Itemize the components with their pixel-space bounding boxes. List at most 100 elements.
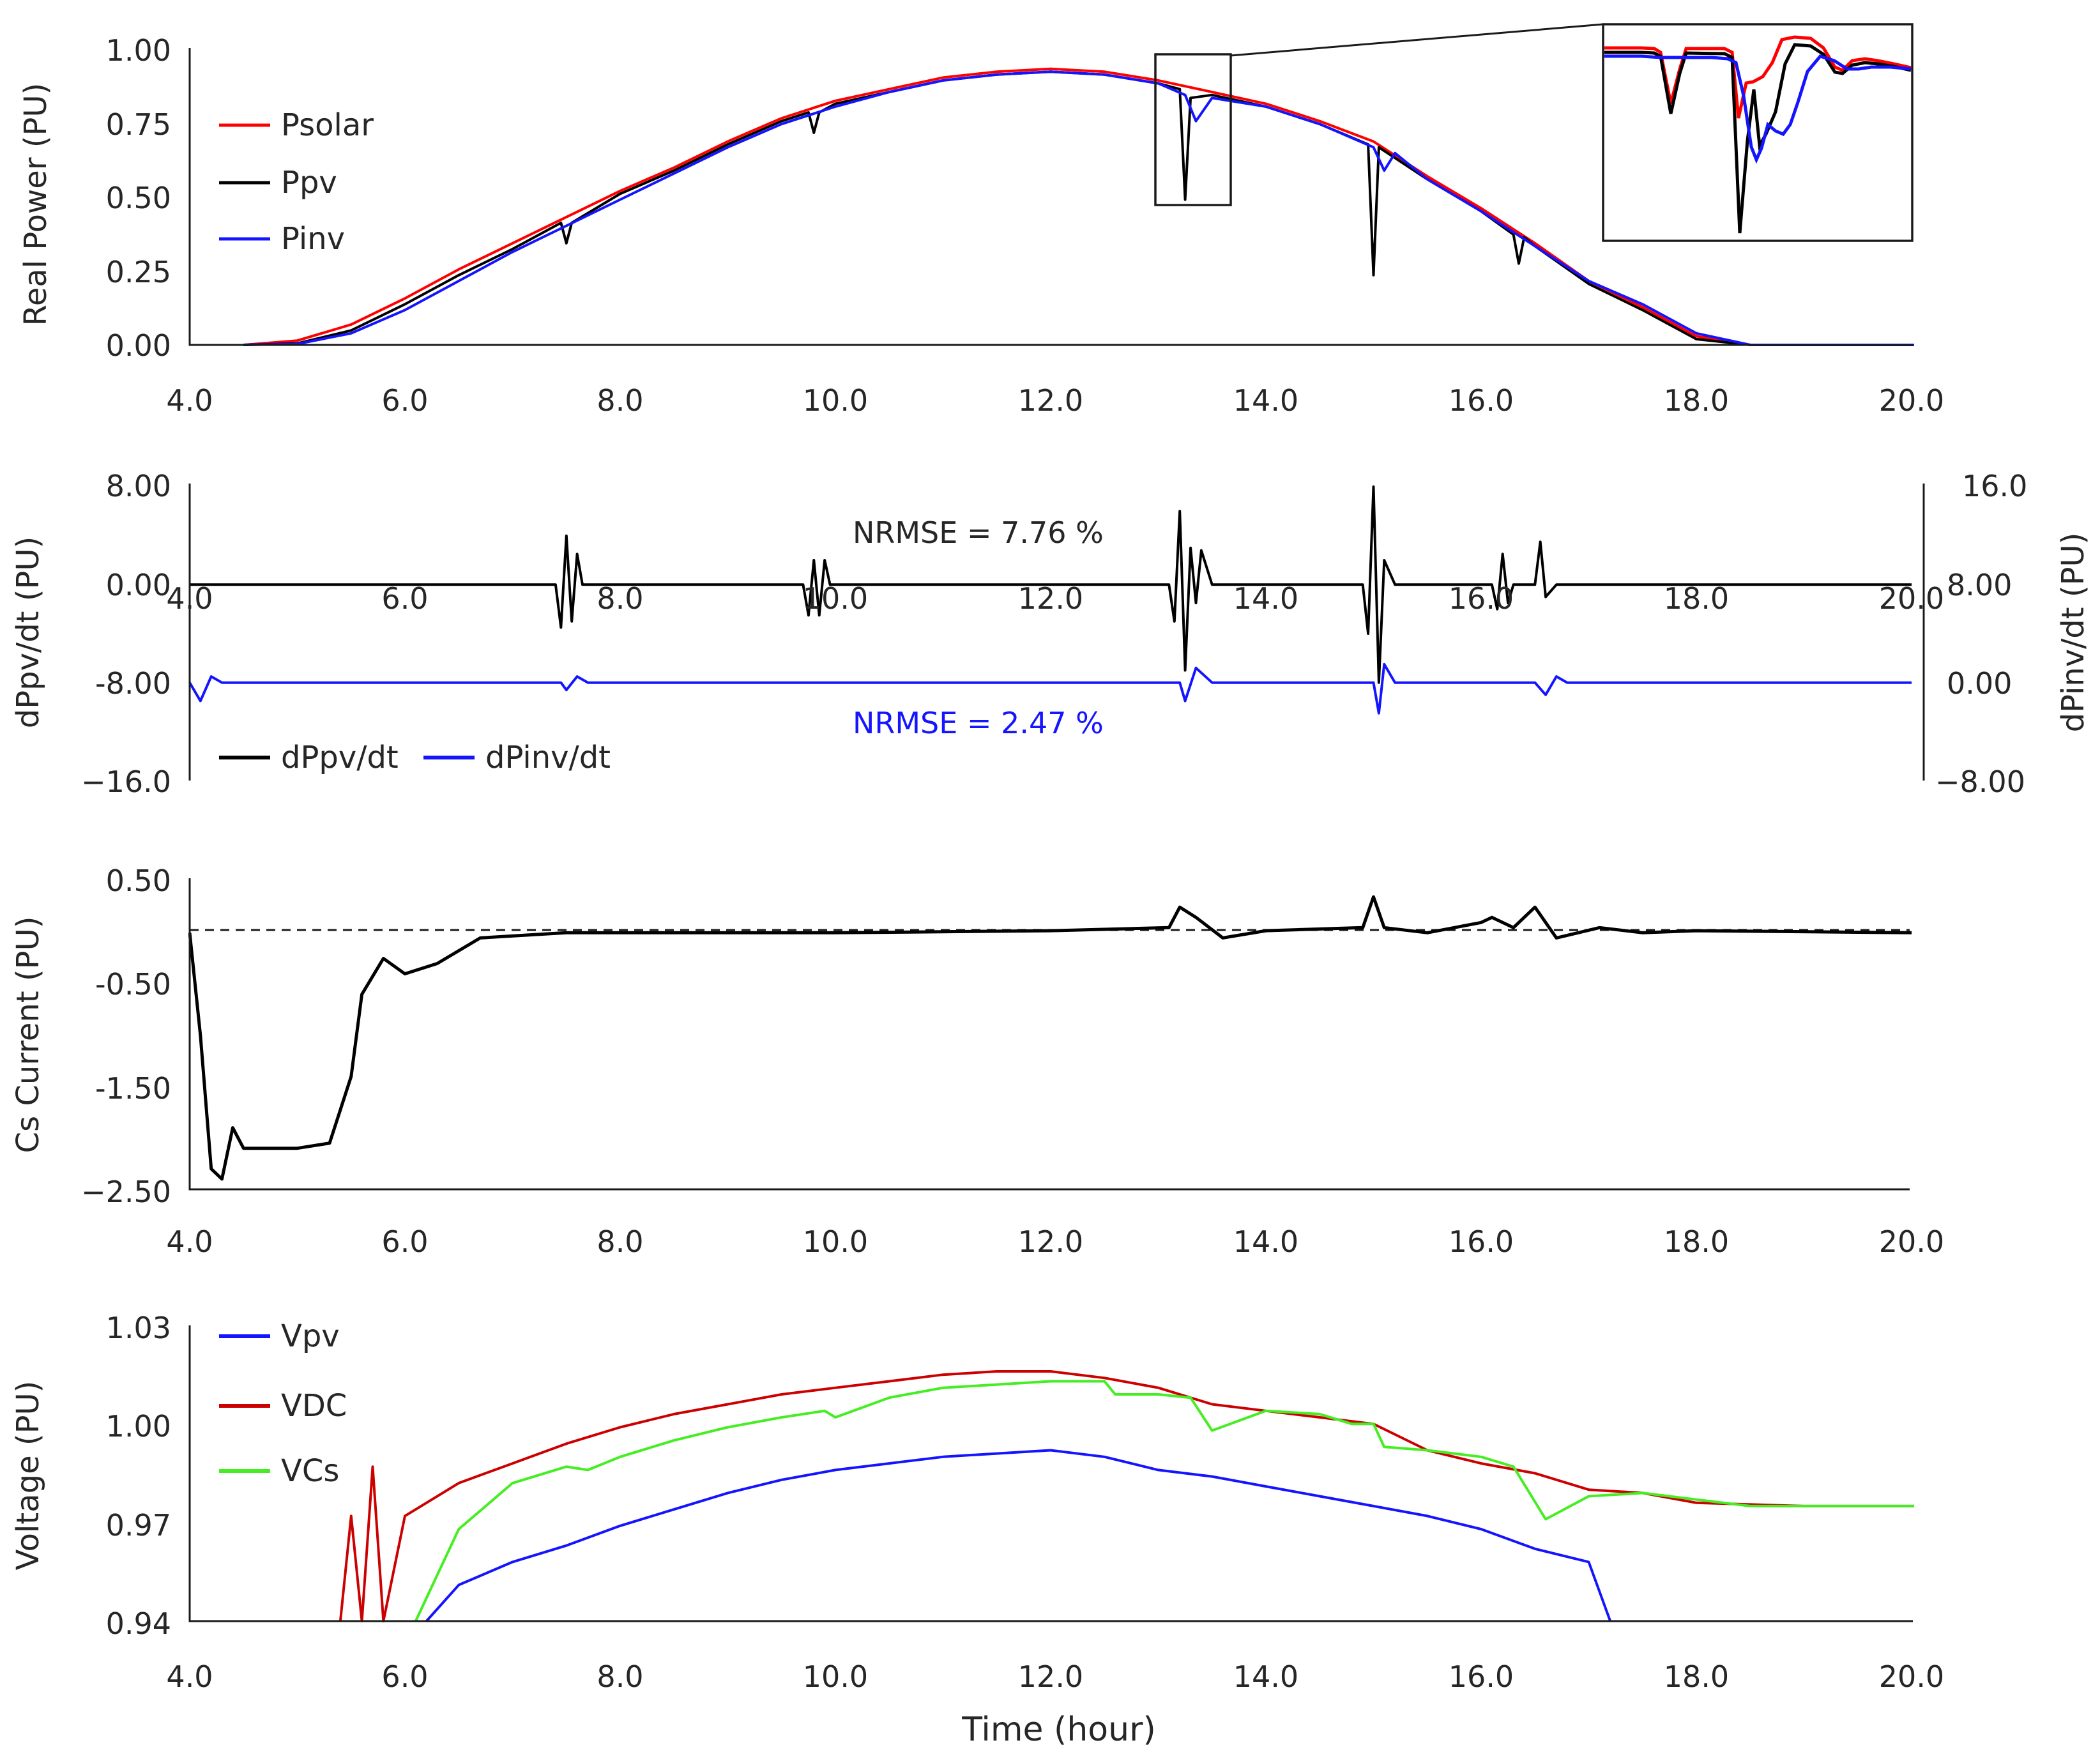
- legend-label-dppv: dPpv/dt: [281, 740, 399, 775]
- series-cs-current: [188, 895, 1912, 1181]
- x-tick: 14.0: [1233, 383, 1298, 418]
- x-tick: 8.0: [597, 581, 643, 616]
- x-tick: 18.0: [1664, 383, 1729, 418]
- y-tick: 8.00: [106, 469, 171, 503]
- series-vpv: [425, 1449, 1612, 1622]
- derivative-lines: [188, 485, 1912, 715]
- y-tick: 0.00: [106, 568, 171, 602]
- x-tick: 4.0: [166, 581, 213, 616]
- cs-current-axes: [188, 878, 1910, 1191]
- voltage-axes: [188, 1325, 1913, 1622]
- series-pinv: [243, 70, 1914, 346]
- legend-label-psolar: Psolar: [281, 107, 374, 143]
- real-power-y-label: Real Power (PU): [18, 83, 54, 326]
- y-tick: 1.03: [106, 1311, 171, 1345]
- cs-current-x-ticks: 4.0 6.0 8.0 10.0 12.0 14.0 16.0 18.0 20.…: [166, 1224, 1944, 1259]
- x-tick: 8.0: [597, 1224, 643, 1259]
- x-tick: 18.0: [1664, 1224, 1729, 1259]
- inset-pinv: [1604, 54, 1912, 164]
- y-tick: -1.50: [95, 1071, 171, 1106]
- real-power-legend: Psolar Ppv Pinv: [219, 107, 374, 257]
- y-tick: -0.50: [95, 967, 171, 1002]
- x-tick: 12.0: [1018, 383, 1083, 418]
- x-tick: 14.0: [1233, 1659, 1298, 1694]
- legend-label-dpinv: dPinv/dt: [485, 740, 611, 775]
- legend-label-vcs: VCs: [281, 1453, 339, 1489]
- derivative-y-label-right: dPinv/dt (PU): [2055, 533, 2091, 733]
- x-tick: 8.0: [597, 1659, 643, 1694]
- y-tick: 1.00: [106, 1409, 171, 1444]
- x-tick: 4.0: [166, 383, 213, 418]
- x-tick: 6.0: [381, 581, 428, 616]
- x-tick: 10.0: [803, 1224, 868, 1259]
- derivative-x-ticks: 4.0 6.0 8.0 10.0 12.0 14.0 16.0 18.0 20.…: [166, 581, 1944, 616]
- series-dppv-dt: [190, 485, 1912, 684]
- real-power-x-ticks: 4.0 6.0 8.0 10.0 12.0 14.0 16.0 18.0 20.…: [166, 383, 1944, 418]
- real-power-lines: [243, 67, 1914, 346]
- inset-psolar: [1604, 35, 1912, 119]
- y-tick: 0.97: [106, 1508, 171, 1543]
- series-psolar: [243, 67, 1914, 346]
- x-tick: 12.0: [1018, 1224, 1083, 1259]
- derivative-y-ticks-left: 8.00 0.00 -8.00 −16.0: [81, 469, 171, 799]
- legend-label-pinv: Pinv: [281, 221, 345, 257]
- voltage-lines: [339, 1370, 1914, 1622]
- x-tick: 4.0: [166, 1224, 213, 1259]
- derivative-legend: dPpv/dt dPinv/dt: [219, 740, 611, 775]
- x-tick: 12.0: [1018, 581, 1083, 616]
- nrmse-pinv-annotation: NRMSE = 2.47 %: [853, 706, 1104, 740]
- voltage-x-ticks: 4.0 6.0 8.0 10.0 12.0 14.0 16.0 18.0 20.…: [166, 1659, 1944, 1694]
- legend-label-vpv: Vpv: [281, 1318, 340, 1354]
- cs-current-y-ticks: 0.50 -0.50 -1.50 −2.50: [81, 864, 171, 1209]
- x-tick: 20.0: [1879, 383, 1944, 418]
- voltage-legend: Vpv VDC VCs: [219, 1318, 347, 1489]
- x-tick: 20.0: [1879, 1224, 1944, 1259]
- voltage-y-ticks: 1.03 1.00 0.97 0.94: [106, 1311, 171, 1641]
- x-tick: 16.0: [1449, 1659, 1514, 1694]
- x-tick: 18.0: [1664, 581, 1729, 616]
- y-tick: 0.00: [106, 328, 171, 363]
- x-tick: 14.0: [1233, 1224, 1298, 1259]
- x-tick: 14.0: [1233, 581, 1298, 616]
- y-tick-right: −8.00: [1935, 765, 2025, 799]
- x-tick: 6.0: [381, 1659, 428, 1694]
- derivative-y-label-left: dPpv/dt (PU): [10, 537, 46, 729]
- zoom-window: [1154, 53, 1232, 206]
- series-dpinv-dt: [188, 662, 1912, 715]
- y-tick: −16.0: [81, 765, 171, 799]
- legend-label-ppv: Ppv: [281, 165, 337, 201]
- x-tick: 18.0: [1664, 1659, 1729, 1694]
- x-tick: 10.0: [803, 383, 868, 418]
- x-tick: 8.0: [597, 383, 643, 418]
- x-tick: 20.0: [1879, 1659, 1944, 1694]
- y-tick-right: 8.00: [1947, 568, 2012, 602]
- real-power-axes: [188, 48, 1913, 346]
- series-vcs: [414, 1380, 1914, 1622]
- panel-cs-current: 0.50 -0.50 -1.50 −2.50 4.0 6.0 8.0 10.0 …: [10, 864, 1944, 1259]
- cs-current-y-label: Cs Current (PU): [10, 917, 46, 1154]
- y-tick: 0.50: [106, 181, 171, 215]
- derivative-y-ticks-right: 16.0 8.00 0.00 −8.00: [1935, 469, 2027, 799]
- series-vdc: [339, 1370, 1914, 1622]
- y-tick: 0.75: [106, 107, 171, 142]
- panel-derivatives: 8.00 0.00 -8.00 −16.0 16.0 8.00 0.00 −8.…: [10, 469, 2091, 799]
- y-tick: 1.00: [106, 33, 171, 68]
- cs-current-lines: [188, 895, 1912, 1181]
- y-tick: -8.00: [95, 666, 171, 701]
- x-tick: 10.0: [803, 1659, 868, 1694]
- y-tick-right: 0.00: [1947, 666, 2012, 701]
- x-tick: 12.0: [1018, 1659, 1083, 1694]
- x-tick: 16.0: [1449, 1224, 1514, 1259]
- x-tick: 16.0: [1449, 581, 1514, 616]
- x-tick: 6.0: [381, 383, 428, 418]
- y-tick: 0.25: [106, 255, 171, 289]
- y-tick: 0.94: [106, 1606, 171, 1641]
- y-tick: −2.50: [81, 1175, 171, 1209]
- x-tick: 6.0: [381, 1224, 428, 1259]
- y-tick: 0.50: [106, 864, 171, 898]
- panel-real-power: 1.00 0.75 0.50 0.25 0.00 4.0 6.0 8.0 10.…: [18, 23, 1944, 418]
- panel-voltage: 1.03 1.00 0.97 0.94 4.0 6.0 8.0 10.0 12.…: [10, 1311, 1944, 1749]
- inset-zoom: [1602, 23, 1914, 242]
- x-tick: 10.0: [803, 581, 868, 616]
